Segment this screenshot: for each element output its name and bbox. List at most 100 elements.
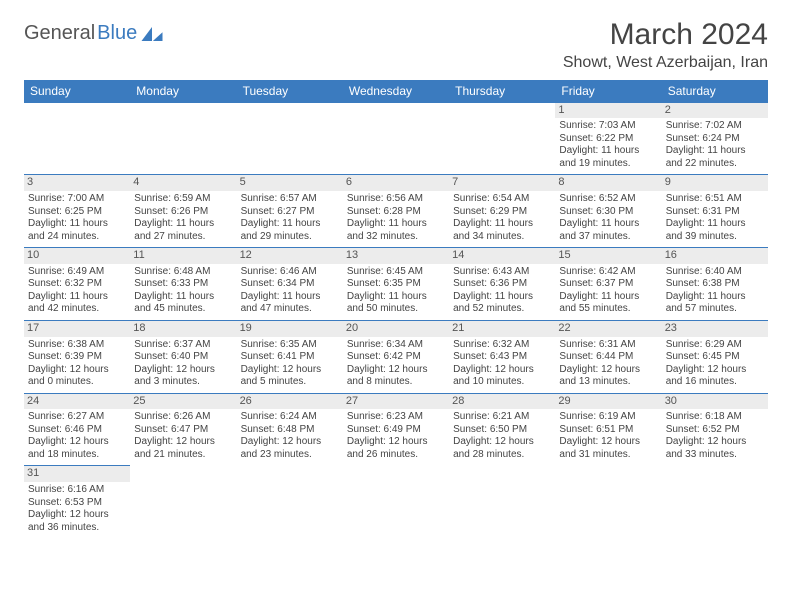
calendar-day-cell: 26Sunrise: 6:24 AMSunset: 6:48 PMDayligh… [237, 393, 343, 466]
day-number: 10 [24, 248, 130, 264]
calendar-week-row: 1Sunrise: 7:03 AMSunset: 6:22 PMDaylight… [24, 103, 768, 175]
logo: General Blue [24, 22, 163, 45]
sunrise-text: Sunrise: 6:26 AM [134, 411, 232, 424]
calendar-empty-cell [24, 103, 130, 175]
page-header: General Blue March 2024 Showt, West Azer… [24, 18, 768, 72]
day-number: 24 [24, 394, 130, 410]
daylight-text: Daylight: 11 hours [453, 291, 551, 304]
daylight-text: Daylight: 11 hours [241, 291, 339, 304]
day-number: 2 [662, 103, 768, 119]
calendar-empty-cell [130, 466, 236, 538]
daylight-text: and 13 minutes. [559, 376, 657, 389]
daylight-text: and 36 minutes. [28, 522, 126, 535]
sunset-text: Sunset: 6:30 PM [559, 206, 657, 219]
sunrise-text: Sunrise: 6:49 AM [28, 266, 126, 279]
daylight-text: and 34 minutes. [453, 231, 551, 244]
sunrise-text: Sunrise: 6:40 AM [666, 266, 764, 279]
sunrise-text: Sunrise: 6:57 AM [241, 193, 339, 206]
day-number: 22 [555, 321, 661, 337]
sunset-text: Sunset: 6:44 PM [559, 351, 657, 364]
calendar-empty-cell [343, 103, 449, 175]
sunrise-text: Sunrise: 6:51 AM [666, 193, 764, 206]
calendar-empty-cell [662, 466, 768, 538]
daylight-text: and 3 minutes. [134, 376, 232, 389]
day-number: 26 [237, 394, 343, 410]
daylight-text: and 19 minutes. [559, 158, 657, 171]
day-header: Tuesday [237, 80, 343, 103]
daylight-text: Daylight: 12 hours [134, 436, 232, 449]
calendar-empty-cell [449, 466, 555, 538]
sunrise-text: Sunrise: 6:56 AM [347, 193, 445, 206]
sunrise-text: Sunrise: 6:23 AM [347, 411, 445, 424]
calendar-day-cell: 16Sunrise: 6:40 AMSunset: 6:38 PMDayligh… [662, 248, 768, 321]
calendar-day-cell: 1Sunrise: 7:03 AMSunset: 6:22 PMDaylight… [555, 103, 661, 175]
sunset-text: Sunset: 6:48 PM [241, 424, 339, 437]
day-number: 7 [449, 175, 555, 191]
calendar-day-cell: 23Sunrise: 6:29 AMSunset: 6:45 PMDayligh… [662, 320, 768, 393]
day-number: 19 [237, 321, 343, 337]
daylight-text: and 22 minutes. [666, 158, 764, 171]
sunset-text: Sunset: 6:32 PM [28, 278, 126, 291]
day-number: 11 [130, 248, 236, 264]
daylight-text: Daylight: 12 hours [28, 436, 126, 449]
calendar-day-cell: 30Sunrise: 6:18 AMSunset: 6:52 PMDayligh… [662, 393, 768, 466]
calendar-day-cell: 27Sunrise: 6:23 AMSunset: 6:49 PMDayligh… [343, 393, 449, 466]
sunset-text: Sunset: 6:52 PM [666, 424, 764, 437]
sunrise-text: Sunrise: 6:24 AM [241, 411, 339, 424]
sunset-text: Sunset: 6:41 PM [241, 351, 339, 364]
sunset-text: Sunset: 6:53 PM [28, 497, 126, 510]
sunrise-text: Sunrise: 6:29 AM [666, 339, 764, 352]
daylight-text: Daylight: 12 hours [559, 364, 657, 377]
daylight-text: and 16 minutes. [666, 376, 764, 389]
sunrise-text: Sunrise: 6:34 AM [347, 339, 445, 352]
sunset-text: Sunset: 6:37 PM [559, 278, 657, 291]
day-number: 16 [662, 248, 768, 264]
daylight-text: Daylight: 12 hours [453, 436, 551, 449]
daylight-text: and 45 minutes. [134, 303, 232, 316]
calendar-day-cell: 14Sunrise: 6:43 AMSunset: 6:36 PMDayligh… [449, 248, 555, 321]
sunrise-text: Sunrise: 6:59 AM [134, 193, 232, 206]
sunset-text: Sunset: 6:36 PM [453, 278, 551, 291]
sunset-text: Sunset: 6:31 PM [666, 206, 764, 219]
calendar-day-cell: 19Sunrise: 6:35 AMSunset: 6:41 PMDayligh… [237, 320, 343, 393]
daylight-text: Daylight: 11 hours [347, 218, 445, 231]
day-number: 9 [662, 175, 768, 191]
daylight-text: Daylight: 12 hours [347, 364, 445, 377]
daylight-text: and 28 minutes. [453, 449, 551, 462]
sunset-text: Sunset: 6:45 PM [666, 351, 764, 364]
day-number: 30 [662, 394, 768, 410]
daylight-text: Daylight: 12 hours [28, 364, 126, 377]
sail-icon [141, 27, 163, 41]
day-number: 25 [130, 394, 236, 410]
sunrise-text: Sunrise: 6:54 AM [453, 193, 551, 206]
calendar-empty-cell [343, 466, 449, 538]
daylight-text: Daylight: 11 hours [666, 145, 764, 158]
month-title: March 2024 [563, 18, 768, 52]
sunset-text: Sunset: 6:35 PM [347, 278, 445, 291]
sunrise-text: Sunrise: 6:35 AM [241, 339, 339, 352]
daylight-text: and 52 minutes. [453, 303, 551, 316]
daylight-text: and 5 minutes. [241, 376, 339, 389]
calendar-day-cell: 24Sunrise: 6:27 AMSunset: 6:46 PMDayligh… [24, 393, 130, 466]
calendar-week-row: 3Sunrise: 7:00 AMSunset: 6:25 PMDaylight… [24, 175, 768, 248]
day-number: 27 [343, 394, 449, 410]
calendar-day-cell: 17Sunrise: 6:38 AMSunset: 6:39 PMDayligh… [24, 320, 130, 393]
sunset-text: Sunset: 6:26 PM [134, 206, 232, 219]
sunset-text: Sunset: 6:33 PM [134, 278, 232, 291]
calendar-day-cell: 6Sunrise: 6:56 AMSunset: 6:28 PMDaylight… [343, 175, 449, 248]
sunset-text: Sunset: 6:47 PM [134, 424, 232, 437]
daylight-text: Daylight: 11 hours [559, 291, 657, 304]
daylight-text: Daylight: 11 hours [28, 218, 126, 231]
daylight-text: and 57 minutes. [666, 303, 764, 316]
daylight-text: Daylight: 11 hours [28, 291, 126, 304]
sunrise-text: Sunrise: 7:03 AM [559, 120, 657, 133]
sunrise-text: Sunrise: 6:31 AM [559, 339, 657, 352]
calendar-header-row: SundayMondayTuesdayWednesdayThursdayFrid… [24, 80, 768, 103]
day-number: 12 [237, 248, 343, 264]
day-number: 15 [555, 248, 661, 264]
daylight-text: and 21 minutes. [134, 449, 232, 462]
daylight-text: and 50 minutes. [347, 303, 445, 316]
logo-text-general: General [24, 22, 95, 45]
day-number: 28 [449, 394, 555, 410]
calendar-day-cell: 28Sunrise: 6:21 AMSunset: 6:50 PMDayligh… [449, 393, 555, 466]
